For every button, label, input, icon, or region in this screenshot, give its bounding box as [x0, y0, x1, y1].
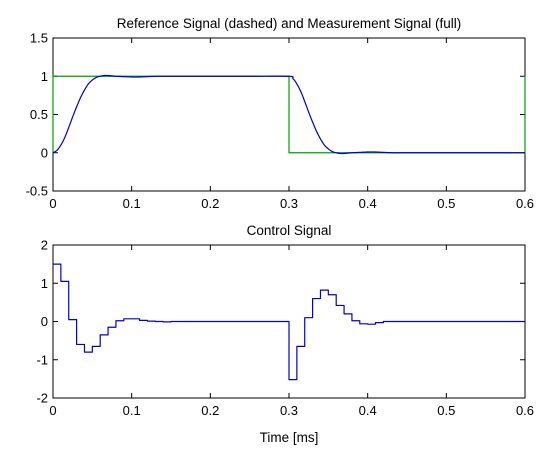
x-tick-label: 0	[49, 196, 56, 211]
x-tick-label: 0.6	[516, 403, 534, 418]
series	[53, 263, 525, 381]
x-tick-label: 0.5	[437, 403, 455, 418]
y-tick-label: 1.5	[30, 31, 48, 46]
x-tick-label: 0.4	[359, 196, 377, 211]
x-tick-label: 0.2	[201, 403, 219, 418]
series	[52, 74, 526, 155]
y-tick-label: 0.5	[30, 107, 48, 122]
x-tick-label: 0.3	[280, 403, 298, 418]
x-tick-label: 0	[49, 403, 56, 418]
reference-measurement-plot: Reference Signal (dashed) and Measuremen…	[26, 16, 534, 211]
x-tick-label: 0.5	[437, 196, 455, 211]
x-tick-label: 0.4	[359, 403, 377, 418]
y-tick-label: 2	[41, 238, 48, 253]
x-tick-label: 0.1	[123, 403, 141, 418]
ticks: 0 0.1 0.2 0.3 0.4 0.5 0.6-0.500.511.5	[26, 31, 534, 212]
y-tick-label: -0.5	[26, 184, 48, 199]
ticks: 0 0.1 0.2 0.3 0.4 0.5 0.6 -2 -1 0 1 2	[36, 238, 534, 419]
x-tick-label: 0.6	[516, 196, 534, 211]
y-tick-label: 1	[41, 276, 48, 291]
y-tick-label: 0	[41, 314, 48, 329]
series-line	[52, 75, 526, 154]
y-tick-label: -1	[36, 352, 48, 367]
series-line	[52, 74, 525, 155]
y-tick-label: -2	[36, 391, 48, 406]
x-tick-label: 0.2	[201, 196, 219, 211]
y-tick-label: 0	[41, 145, 48, 160]
series-line	[53, 263, 525, 381]
y-tick-label: 1	[41, 69, 48, 84]
plot-title: Control Signal	[247, 223, 332, 238]
x-tick-label: 0.1	[123, 196, 141, 211]
control-signal-plot: Control Signal 0 0.1 0.2 0.3 0.4 0.5 0.6 -2 -1 0 1…	[36, 223, 534, 445]
plot-title: Reference Signal (dashed) and Measuremen…	[117, 16, 461, 31]
x-axis-label: Time [ms]	[260, 430, 319, 445]
x-tick-label: 0.3	[280, 196, 298, 211]
